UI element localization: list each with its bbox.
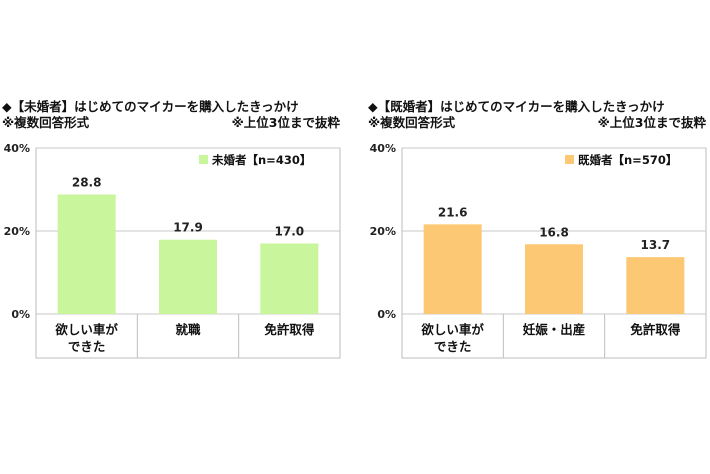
y-tick-label: 20%	[370, 225, 396, 238]
data-label: 28.8	[72, 175, 102, 189]
chart-note-top3: ※上位3位まで抜粋	[231, 115, 340, 130]
legend-label: 既婚者【n=570】	[578, 153, 677, 167]
chart-note-top3: ※上位3位まで抜粋	[597, 115, 706, 130]
x-tick-label: 就職	[175, 322, 201, 337]
data-label: 21.6	[438, 205, 468, 219]
bar	[260, 243, 319, 314]
bar	[57, 194, 116, 314]
bar	[159, 239, 217, 314]
chart-title: ◆【未婚者】はじめてのマイカーを購入したきっかけ	[2, 99, 299, 114]
bar	[525, 244, 583, 314]
chart-panel-unmarried: ◆【未婚者】はじめてのマイカーを購入したきっかけ ※複数回答形式 ※上位3位まで…	[2, 96, 341, 359]
legend-label: 未婚者【n=430】	[211, 153, 311, 167]
y-tick-label: 40%	[370, 142, 396, 155]
chart-panel-married: ◆【既婚者】はじめてのマイカーを購入したきっかけ ※複数回答形式 ※上位3位まで…	[368, 96, 707, 359]
legend-swatch	[565, 155, 574, 164]
bar	[626, 257, 685, 314]
x-tick-label: 免許取得	[630, 322, 681, 337]
chart-note-format: ※複数回答形式	[368, 115, 456, 130]
data-label: 17.9	[173, 221, 203, 235]
x-tick-label: 免許取得	[264, 322, 315, 337]
bar	[423, 224, 482, 314]
y-tick-label: 0%	[11, 308, 30, 321]
x-tick-label: 妊娠・出産	[523, 322, 586, 337]
data-label: 13.7	[641, 238, 671, 252]
x-tick-label: できた	[434, 339, 472, 354]
y-tick-label: 20%	[4, 225, 30, 238]
data-label: 17.0	[275, 224, 305, 238]
x-tick-label: 欲しい車が	[420, 322, 484, 337]
legend-swatch	[199, 155, 208, 164]
data-label: 16.8	[539, 225, 569, 239]
y-tick-label: 40%	[4, 142, 30, 155]
x-tick-label: 欲しい車が	[54, 322, 118, 337]
chart-note-format: ※複数回答形式	[2, 115, 90, 130]
x-tick-label: できた	[68, 339, 106, 354]
chart-title: ◆【既婚者】はじめてのマイカーを購入したきっかけ	[368, 99, 665, 114]
y-tick-label: 0%	[377, 308, 396, 321]
